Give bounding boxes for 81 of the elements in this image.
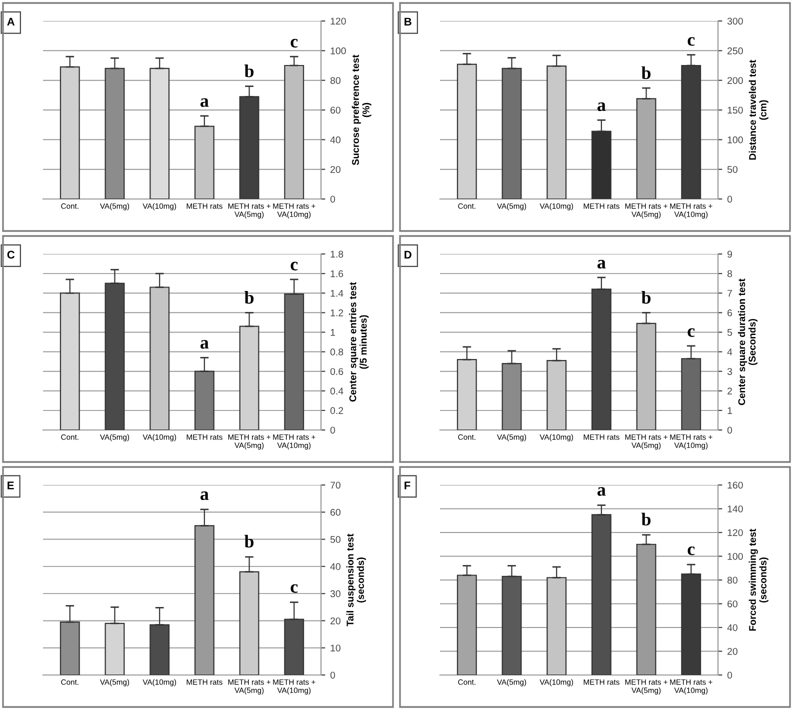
y-tick-label: 140 [728, 505, 743, 512]
annotation: c [290, 262, 298, 270]
y-tick-label: 0 [330, 426, 336, 434]
y-tick-label: 1.8 [330, 250, 344, 258]
y-tick-label: 0 [727, 426, 732, 434]
y-tick-label: 9 [727, 250, 732, 258]
y-tick-label: 120 [728, 529, 743, 536]
y-tick-label: 7 [728, 290, 732, 297]
y-tick-label: 120 [330, 18, 346, 25]
y-tick-label: 250 [728, 47, 743, 54]
y-axis-title: Sucrose preference test (%) [352, 54, 372, 166]
y-tick-label: 50 [330, 536, 340, 543]
y-tick-label: 100 [330, 47, 346, 54]
y-axis-title: Distance traveled test (cm) [748, 60, 768, 160]
annotation: a [597, 102, 606, 112]
annotation: c [290, 584, 298, 593]
y-tick-label: 80 [330, 77, 340, 84]
y-tick-label: 0 [330, 196, 336, 203]
y-tick-label: 0.6 [330, 368, 344, 375]
annotation: b [244, 64, 254, 78]
annotation: a [200, 340, 209, 349]
y-tick-label: 100 [728, 552, 743, 560]
y-tick-label: 200 [728, 77, 743, 84]
y-tick-label: 1.4 [330, 290, 344, 297]
chart-title: A [7, 18, 15, 26]
y-tick-label: 0 [727, 196, 732, 203]
y-tick-label: 3 [727, 368, 732, 375]
annotation: c [688, 546, 695, 556]
y-tick-label: 1.6 [330, 270, 344, 278]
annotation: b [244, 291, 254, 304]
y-tick-label: 20 [728, 648, 738, 655]
annotation: b [641, 66, 651, 80]
y-tick-label: 0 [727, 672, 732, 679]
y-axis-title: Tail suspension test (seconds) [346, 534, 366, 626]
y-tick-label: 0 [330, 672, 336, 679]
chart-title: F [404, 482, 410, 490]
y-axis-title: Forced swimming test (seconds) [748, 528, 768, 631]
y-tick-label: 0.8 [330, 348, 344, 356]
y-tick-label: 50 [727, 166, 738, 173]
y-tick-label: 5 [727, 329, 732, 336]
y-tick-label: 60 [330, 106, 340, 114]
annotation: a [200, 491, 209, 500]
chart-title: B [404, 18, 412, 26]
y-tick-label: 160 [728, 482, 743, 489]
y-tick-label: 150 [728, 106, 743, 114]
y-tick-label: 0.2 [330, 407, 344, 414]
y-tick-label: 10 [330, 644, 340, 652]
y-tick-label: 20 [330, 166, 340, 173]
y-tick-label: 1 [330, 329, 335, 336]
annotation: b [641, 512, 651, 526]
annotation: c [290, 38, 298, 48]
chart-title: E [8, 482, 14, 490]
chart-title: D [404, 250, 412, 259]
y-tick-label: 60 [728, 600, 738, 608]
y-tick-label: 20 [330, 617, 340, 624]
y-tick-label: 100 [728, 136, 743, 144]
y-tick-label: 300 [727, 18, 743, 25]
y-axis-title: Center square duration test (Seconds) [738, 278, 758, 406]
y-tick-label: 1 [728, 407, 732, 414]
annotation: a [597, 487, 606, 496]
y-tick-label: 40 [727, 624, 738, 632]
y-tick-label: 2 [728, 388, 732, 394]
annotation: c [688, 37, 695, 46]
annotation: a [597, 260, 606, 269]
y-tick-label: 60 [330, 508, 340, 516]
y-tick-label: 40 [330, 136, 340, 144]
y-tick-label: 0.4 [330, 388, 344, 395]
y-tick-label: 30 [330, 590, 340, 598]
annotation: a [200, 98, 209, 107]
y-tick-label: 8 [727, 270, 732, 278]
y-tick-label: 70 [330, 482, 340, 489]
y-tick-label: 80 [727, 576, 738, 584]
annotation: c [688, 328, 695, 337]
y-tick-label: 40 [330, 563, 340, 570]
chart-title: C [7, 250, 15, 259]
annotation: b [641, 291, 651, 304]
y-axis-title: Center square entries test (/5 minutes) [349, 282, 369, 402]
y-tick-label: 1.2 [330, 309, 344, 316]
annotation: b [244, 534, 254, 548]
y-tick-label: 6 [728, 309, 732, 316]
y-tick-label: 4 [727, 348, 732, 356]
